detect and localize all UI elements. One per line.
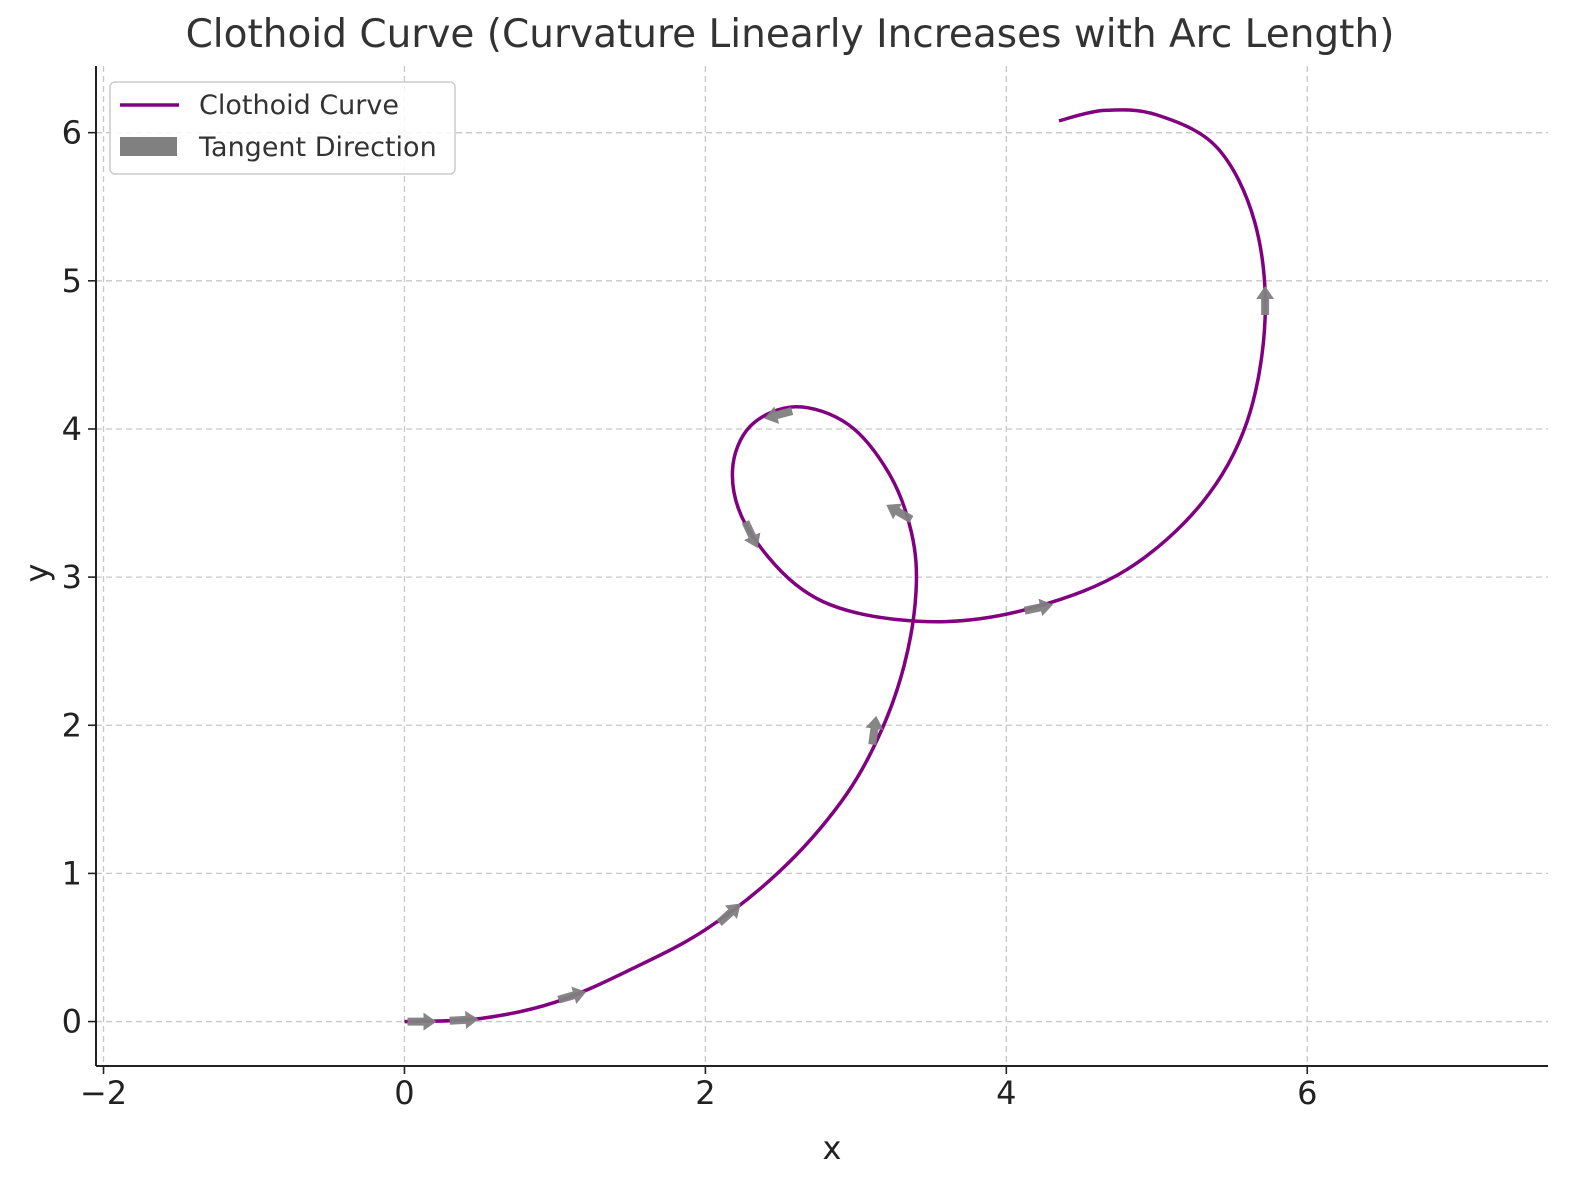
chart-title: Clothoid Curve (Curvature Linearly Incre… <box>185 12 1395 57</box>
y-tick-label: 4 <box>62 410 82 448</box>
tangent-arrow <box>886 503 914 523</box>
tangent-arrow <box>741 520 761 549</box>
x-tick-label: −2 <box>80 1074 127 1112</box>
clothoid-curve-line <box>404 108 1268 1024</box>
x-tick-label: 2 <box>695 1074 715 1112</box>
tangent-arrow <box>407 1012 437 1031</box>
y-tick-label: 6 <box>62 114 82 152</box>
y-axis-label: y <box>18 564 56 583</box>
tangent-arrow <box>1023 598 1054 617</box>
y-tick-label: 2 <box>62 706 82 744</box>
x-tick-label: 4 <box>996 1074 1016 1112</box>
y-tick-label: 1 <box>62 854 82 892</box>
legend-label-tangent: Tangent Direction <box>198 132 437 163</box>
legend-label-clothoid: Clothoid Curve <box>199 90 399 121</box>
y-tick-label: 3 <box>62 558 82 596</box>
x-axis-label: x <box>823 1129 842 1167</box>
tangent-arrows <box>407 286 1275 1031</box>
tangent-arrow <box>557 986 587 1004</box>
grid <box>96 66 1548 1066</box>
y-tick-label: 0 <box>62 1003 82 1041</box>
x-tick-label: 6 <box>1297 1074 1317 1112</box>
tangent-arrow <box>865 715 884 746</box>
x-tick-label: 0 <box>394 1074 414 1112</box>
legend: Clothoid Curve Tangent Direction <box>109 81 456 175</box>
tangent-arrow <box>764 406 794 424</box>
y-tick-label: 5 <box>62 262 82 300</box>
tangent-arrow <box>716 903 741 926</box>
tangent-arrow <box>449 1010 479 1029</box>
axes <box>95 66 1548 1067</box>
legend-frame <box>109 81 456 175</box>
axis-ticks: −2 0 2 4 6 0 1 2 3 4 5 6 <box>62 114 1318 1112</box>
series-layer <box>404 108 1268 1024</box>
tangent-arrow <box>1256 286 1275 315</box>
legend-swatch-tangent <box>120 137 177 156</box>
